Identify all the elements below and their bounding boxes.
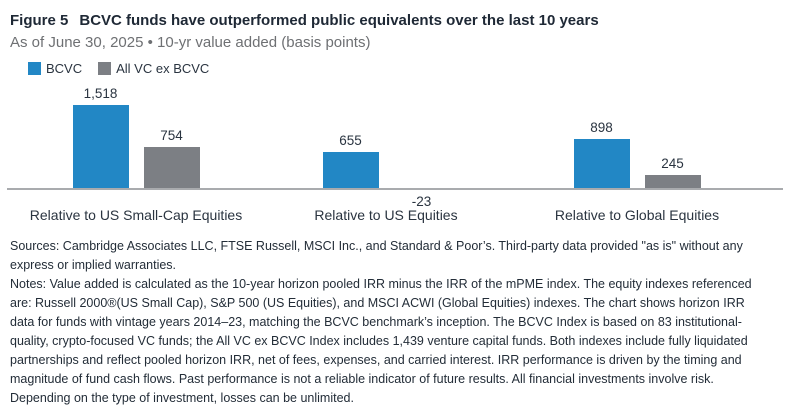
chart-header: Figure 5 BCVC funds have outperformed pub…	[0, 0, 790, 53]
bar-value-label: -23	[411, 194, 432, 209]
legend-swatch-bcvc	[28, 61, 41, 75]
chart-subtitle: As of June 30, 2025 • 10-yr value added …	[10, 34, 371, 51]
page-title: Figure 5 BCVC funds have outperformed pub…	[10, 10, 780, 32]
chart-legend: BCVC All VC ex BCVC	[28, 60, 790, 76]
category-label: Relative to US Small-Cap Equities	[29, 207, 243, 223]
bar-value-label: 1,518	[83, 86, 118, 101]
bar-bcvc-1	[72, 105, 129, 188]
chart-footnotes: Sources: Cambridge Associates LLC, FTSE …	[0, 230, 786, 408]
legend-label-all-vc-ex-bcvc: All VC ex BCVC	[116, 60, 210, 76]
bar-value-label: 245	[661, 155, 684, 171]
bar-all-vc-ex-bcvc-1	[143, 146, 200, 188]
x-axis-line	[7, 188, 783, 190]
notes-text: Notes: Value added is calculated as the …	[10, 277, 752, 405]
legend-label-bcvc: BCVC	[46, 60, 83, 76]
bar-value-label: 655	[339, 133, 362, 149]
legend-item-bcvc: BCVC	[28, 61, 82, 76]
bar-value-label: 898	[590, 119, 613, 135]
bar-bcvc-2	[322, 152, 379, 188]
legend-swatch-all-vc-ex-bcvc	[98, 61, 112, 75]
bar-bcvc-3	[573, 138, 630, 188]
category-label: Relative to US Equities	[314, 207, 458, 223]
bar-all-vc-ex-bcvc-3	[644, 174, 701, 188]
chart-area: 1,518 754 Relative to US Small-Cap Equitie…	[0, 80, 790, 230]
category-label: Relative to Global Equities	[554, 207, 720, 223]
figure-label: Figure 5	[10, 12, 69, 29]
legend-item-all-vc-ex-bcvc: All VC ex BCVC	[98, 61, 209, 76]
bar-value-label: 754	[160, 127, 183, 143]
figure-title-text: BCVC funds have outperformed public equi…	[79, 12, 599, 29]
sources-text: Sources: Cambridge Associates LLC, FTSE …	[10, 239, 743, 272]
